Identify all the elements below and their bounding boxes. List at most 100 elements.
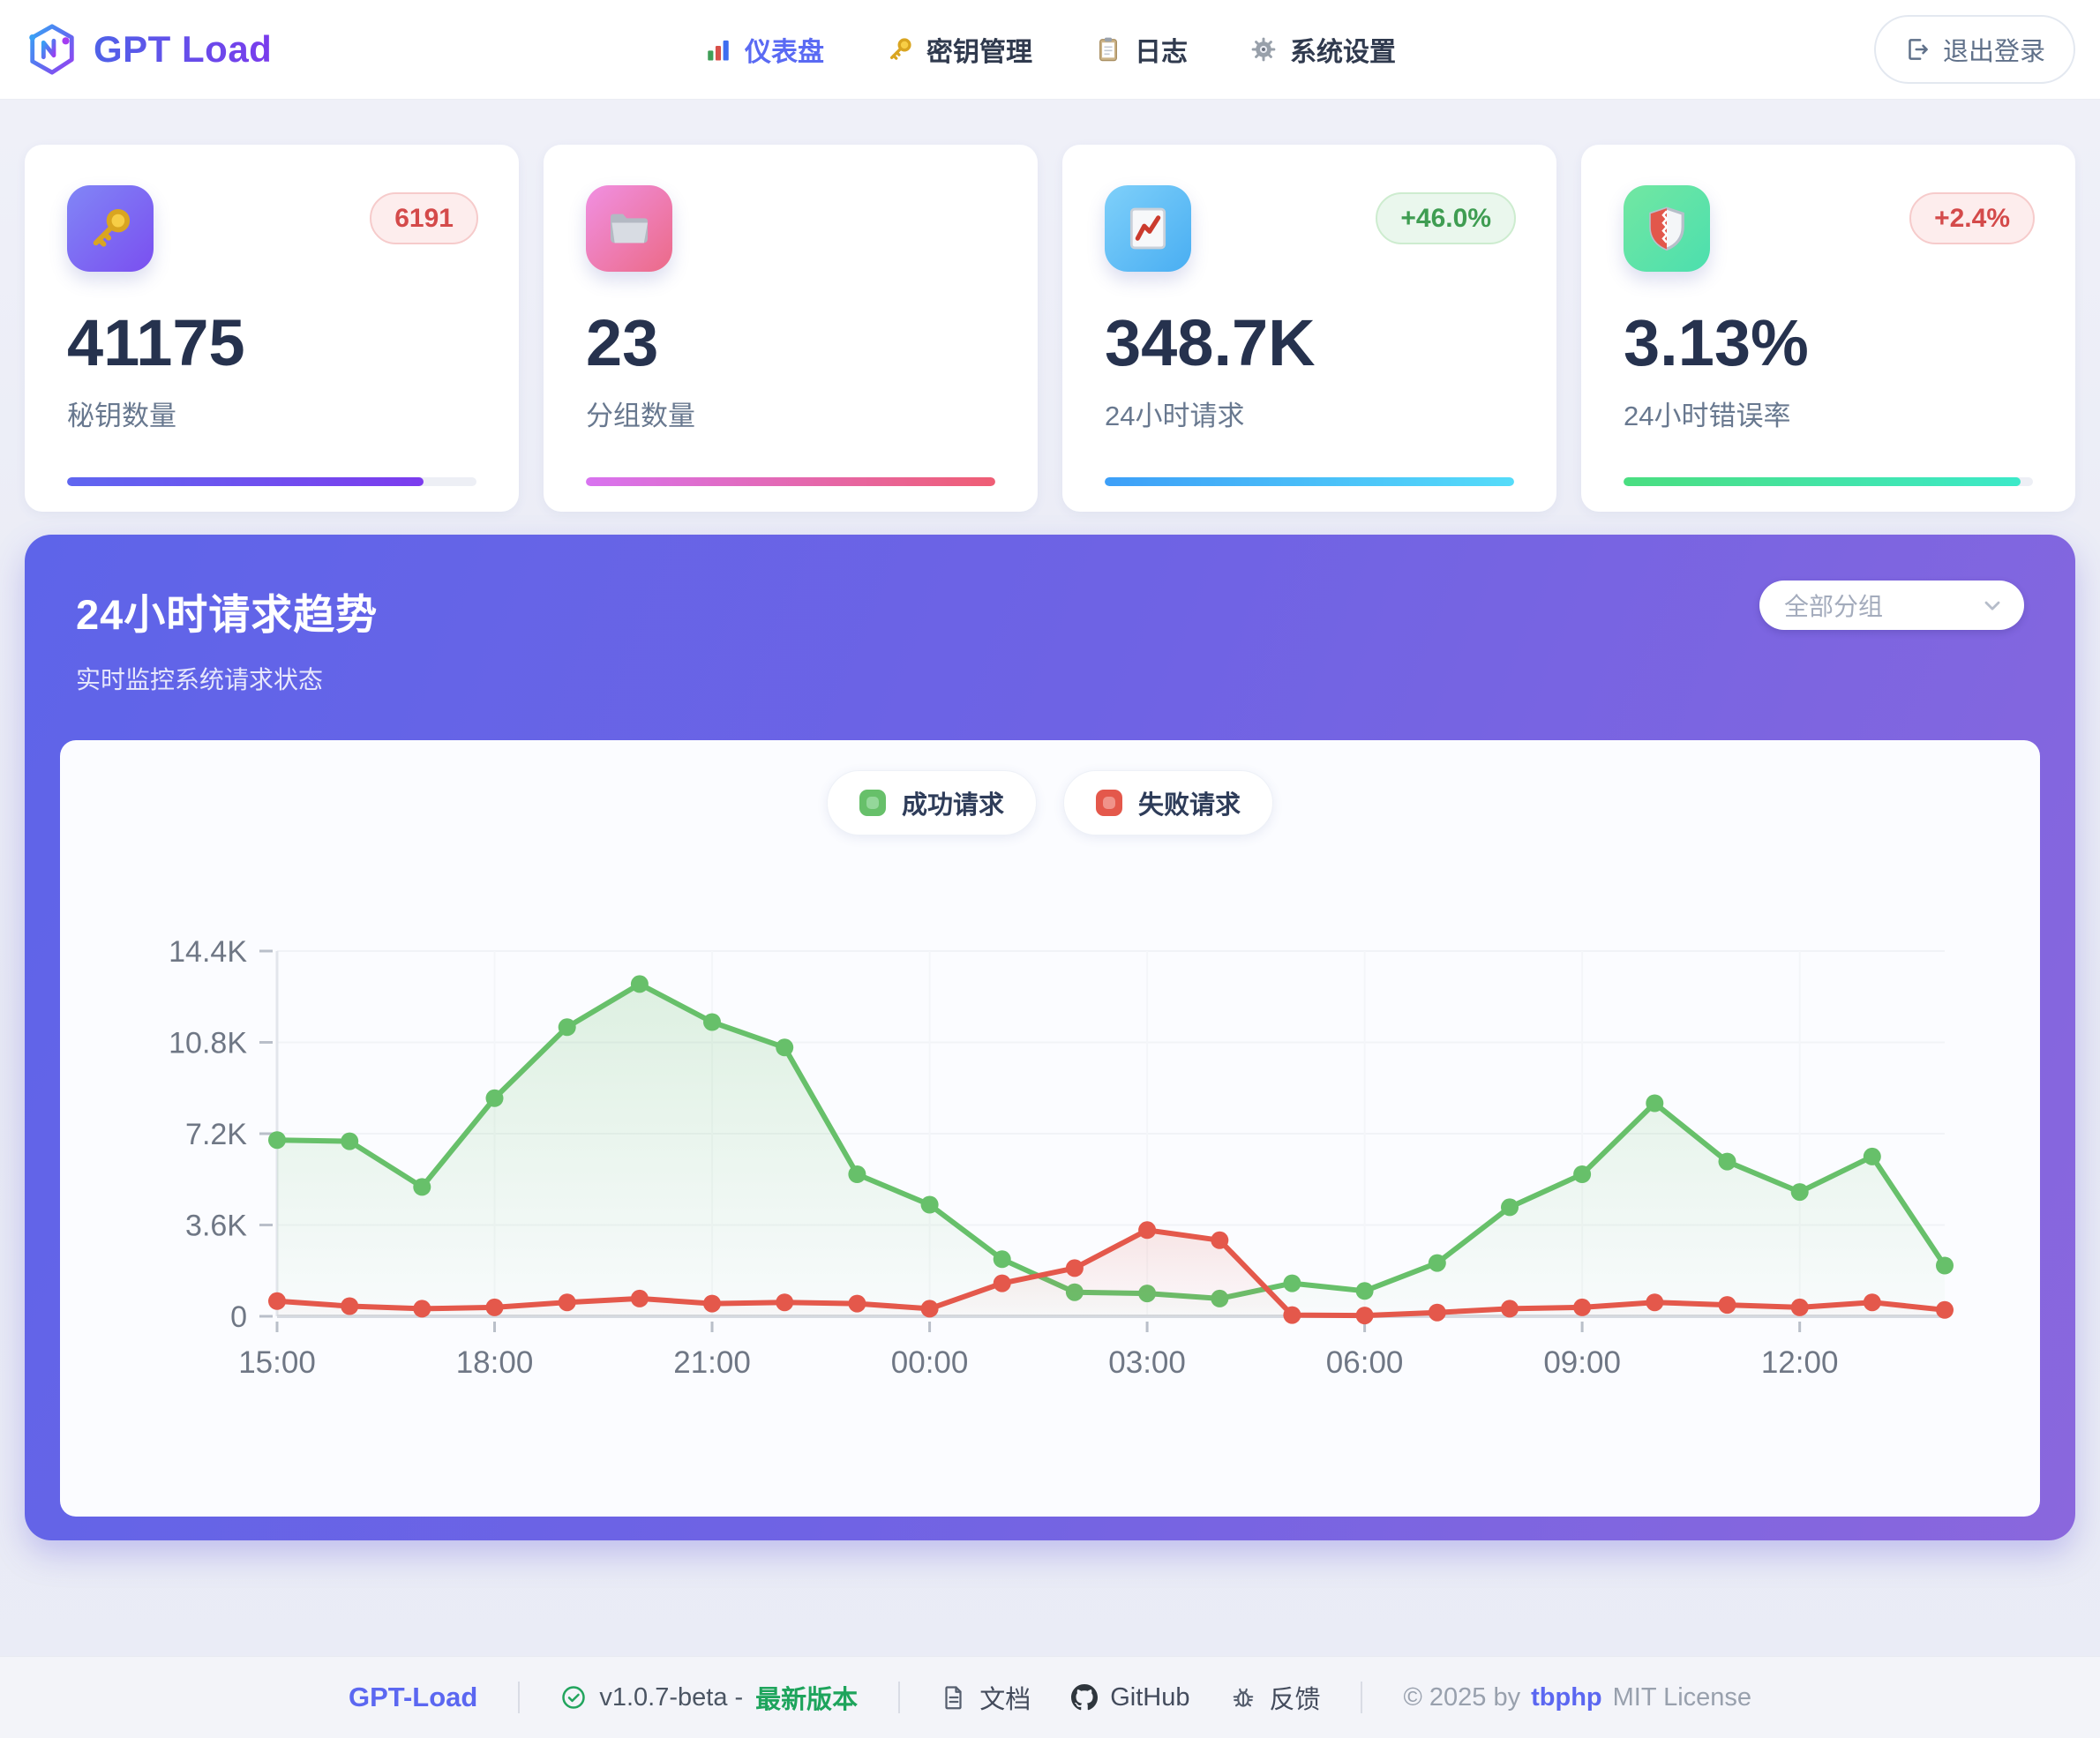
svg-text:0: 0 [230,1300,247,1334]
svg-text:3.6K: 3.6K [185,1210,247,1243]
stats-row: 6191 41175 秘钥数量 23 分组数量 +46.0% 348.7K 24小时请求 +2.… [0,99,2100,512]
brand[interactable]: GPT Load [25,22,272,77]
app-header: GPT Load 仪表盘 密钥管理 日志 系统设置 退出登录 [0,0,2100,99]
stat-badge: +2.4% [1909,192,2035,244]
trend-panel: 24小时请求趋势 实时监控系统请求状态 全部分组 成功请求 失败请求 0 3.6K 7… [25,535,2075,1540]
nav-item-logs[interactable]: 日志 [1094,30,1188,69]
nav-label: 日志 [1135,38,1188,67]
chevron-down-icon [1980,593,2005,618]
main-content: 6191 41175 秘钥数量 23 分组数量 +46.0% 348.7K 24小时请求 +2.… [0,99,2100,1540]
copyright-prefix: © 2025 by [1403,1682,1521,1712]
nav-label: 仪表盘 [745,38,824,67]
group-select-value: 全部分组 [1784,593,1884,620]
shield-icon [1624,185,1710,272]
bar-chart-icon [704,35,732,64]
app-logo-icon [25,22,79,77]
footer-brand[interactable]: GPT-Load [348,1682,478,1712]
stat-label: 秘钥数量 [67,401,176,431]
logout-icon [1904,36,1931,63]
stat-badge: +46.0% [1376,192,1516,244]
panel-title: 24小时请求趋势 [76,591,379,638]
stat-card-keys-count: 6191 41175 秘钥数量 [25,145,519,512]
stat-value: 348.7K [1105,306,1316,379]
trend-panel-header: 24小时请求趋势 实时监控系统请求状态 全部分组 [60,581,2040,696]
license-text: MIT License [1612,1682,1752,1712]
stat-value: 23 [586,306,659,379]
legend-label: 失败请求 [1138,791,1241,820]
stat-label: 24小时错误率 [1624,401,1791,431]
footer-link-feedback[interactable]: 反馈 [1230,1679,1320,1716]
svg-text:14.4K: 14.4K [169,935,247,969]
footer-link-label: GitHub [1110,1682,1190,1712]
svg-text:09:00: 09:00 [1543,1345,1621,1380]
svg-text:10.8K: 10.8K [169,1027,247,1060]
nav-item-keys[interactable]: 密钥管理 [886,30,1032,69]
key-icon [886,35,914,64]
legend-item-failure[interactable]: 失败请求 [1063,770,1274,835]
svg-text:15:00: 15:00 [238,1345,316,1380]
logout-button[interactable]: 退出登录 [1873,15,2075,84]
svg-text:21:00: 21:00 [673,1345,751,1380]
trend-chart-svg: 0 3.6K 7.2K 10.8K 14.4K 15:00 18:00 21:00 00:00 0… [169,935,1954,1380]
nav-label: 密钥管理 [926,38,1032,67]
version-text: v1.0.7-beta - [599,1682,744,1712]
legend-label: 成功请求 [901,791,1004,820]
stat-progress-track [586,477,995,486]
main-nav: 仪表盘 密钥管理 日志 系统设置 [704,30,1396,69]
logout-label: 退出登录 [1942,38,2045,66]
chart-card: 成功请求 失败请求 0 3.6K 7.2K 10.8K 14.4K 15:00 18:00 21… [60,740,2040,1517]
stat-label: 24小时请求 [1105,401,1245,431]
chart-legend: 成功请求 失败请求 [60,770,2040,835]
stat-card-group-count: 23 分组数量 [544,145,1038,512]
divider [1361,1682,1363,1713]
svg-text:18:00: 18:00 [456,1345,534,1380]
footer-link-docs[interactable]: 文档 [941,1679,1031,1716]
copyright: © 2025 by tbphp MIT License [1403,1683,1751,1712]
stat-card-requests-24h: +46.0% 348.7K 24小时请求 [1062,145,1556,512]
author-link[interactable]: tbphp [1531,1682,1602,1712]
version-info: v1.0.7-beta - 最新版本 [560,1679,858,1716]
group-select[interactable]: 全部分组 [1759,581,2024,630]
trend-chart-icon [1105,185,1191,272]
clipboard-icon [1094,35,1122,64]
footer-link-label: 反馈 [1269,1686,1321,1714]
document-icon [941,1684,967,1711]
panel-subtitle: 实时监控系统请求状态 [76,666,324,693]
stat-progress-fill [1105,477,1514,486]
stat-value: 41175 [67,306,245,379]
check-circle-icon [560,1684,587,1711]
key-icon [67,185,154,272]
footer-link-label: 文档 [979,1686,1031,1714]
stat-label: 分组数量 [586,401,695,431]
github-icon [1071,1684,1099,1711]
app-footer: GPT-Load v1.0.7-beta - 最新版本 文档 GitHub 反馈 ©… [0,1656,2100,1738]
divider [898,1682,901,1713]
svg-text:12:00: 12:00 [1761,1345,1839,1380]
svg-text:03:00: 03:00 [1108,1345,1186,1380]
stat-progress-track [1624,477,2033,486]
nav-label: 系统设置 [1290,38,1396,67]
stat-progress-fill [586,477,995,486]
folder-icon [586,185,672,272]
latest-version-link[interactable]: 最新版本 [755,1686,859,1714]
stat-card-error-rate-24h: +2.4% 3.13% 24小时错误率 [1581,145,2075,512]
stat-progress-fill [1624,477,2021,486]
nav-item-dashboard[interactable]: 仪表盘 [704,30,824,69]
footer-link-github[interactable]: GitHub [1071,1683,1189,1712]
nav-item-settings[interactable]: 系统设置 [1249,30,1396,69]
svg-text:7.2K: 7.2K [185,1118,247,1151]
stat-badge: 6191 [370,192,478,244]
legend-item-success[interactable]: 成功请求 [826,770,1037,835]
svg-text:06:00: 06:00 [1326,1345,1404,1380]
svg-text:00:00: 00:00 [891,1345,969,1380]
gear-icon [1249,35,1278,64]
stat-progress-track [67,477,476,486]
legend-marker-success [859,790,886,816]
footer-links: 文档 GitHub 反馈 [941,1679,1320,1716]
stat-value: 3.13% [1624,306,1809,379]
legend-marker-failure [1096,790,1122,816]
bug-icon [1230,1684,1256,1711]
stat-progress-track [1105,477,1514,486]
app-title: GPT Load [94,28,273,70]
